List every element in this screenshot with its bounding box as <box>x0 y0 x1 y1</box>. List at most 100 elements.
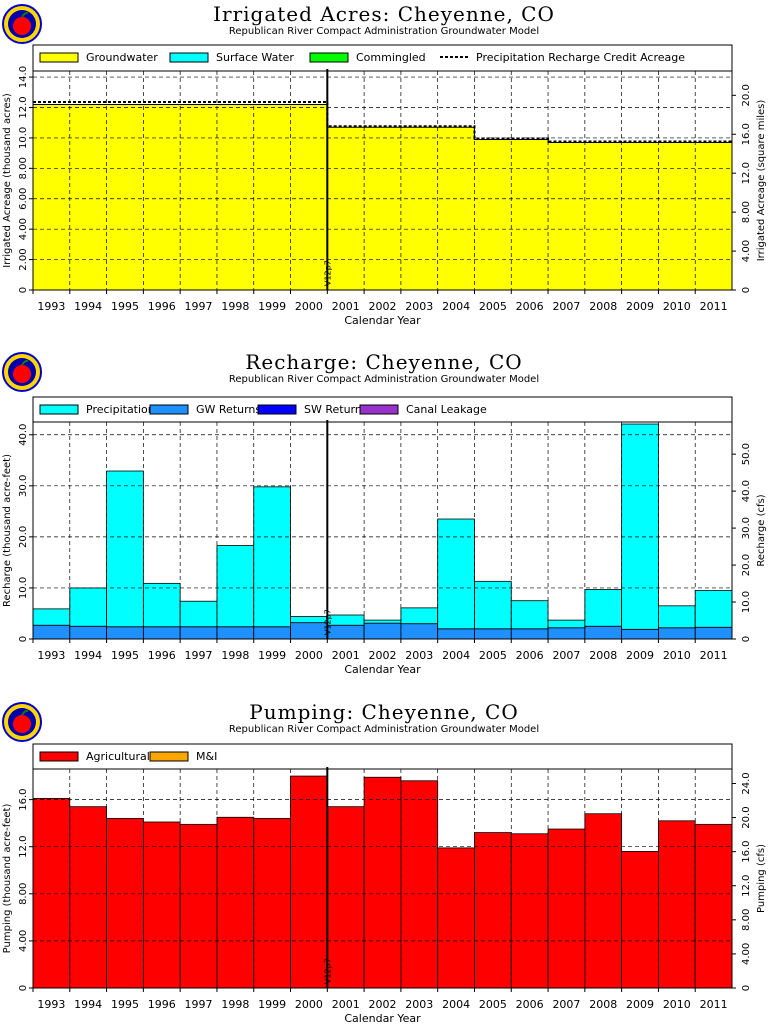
legend-swatch <box>39 751 79 762</box>
y2-tick-label: 30.0 <box>741 517 752 539</box>
x-axis-label: Calendar Year <box>344 314 421 327</box>
bar-groundwater <box>253 104 291 290</box>
y-tick-label: 16.0 <box>18 788 29 810</box>
x-tick-label: 2001 <box>332 300 360 313</box>
y2-axis-label: Recharge (cfs) <box>756 494 767 566</box>
y2-tick-label: 12.0 <box>741 875 752 897</box>
legend-label: Groundwater <box>86 51 158 64</box>
x-tick-label: 2005 <box>479 649 507 662</box>
x-tick-label: 2000 <box>295 649 323 662</box>
x-tick-label: 2010 <box>663 649 691 662</box>
y-axis-label: Irrigated Acreage (thousand acres) <box>2 93 13 268</box>
line-precipitation-recharge-credit <box>33 100 732 143</box>
y-tick-label: 6.00 <box>18 188 29 210</box>
bar-groundwater <box>180 104 217 290</box>
bar-groundwater <box>216 104 254 290</box>
x-tick-label: 2009 <box>626 649 654 662</box>
x-tick-label: 2003 <box>405 998 433 1011</box>
y2-tick-label: 20.0 <box>741 806 752 828</box>
y-tick-label: 30.0 <box>18 475 29 497</box>
x-tick-label: 1995 <box>111 649 139 662</box>
x-tick-label: 1999 <box>258 998 286 1011</box>
bar-precipitation <box>437 518 475 630</box>
y-tick-label: 12.0 <box>18 836 29 858</box>
x-tick-label: 2010 <box>663 998 691 1011</box>
chart-recharge: Precipitation GW Returns SW Returns Canal L… <box>2 396 767 676</box>
x-axis-label: Calendar Year <box>344 663 421 676</box>
bar-agricultural <box>658 820 696 989</box>
y2-axis-label: Irrigated Acreage (square miles) <box>756 100 767 262</box>
legend-swatch <box>169 52 209 63</box>
chart-panel-irrigated: Irrigated Acres: Cheyenne, CO Republican… <box>0 0 768 340</box>
y-tick-label: 0 <box>18 287 29 293</box>
y-tick-label: 4.00 <box>18 930 29 952</box>
plot-frame <box>32 70 733 291</box>
x-tick-label: 2002 <box>369 649 397 662</box>
bar-agricultural <box>326 806 365 989</box>
chart-subtitle: Republican River Compact Administration … <box>228 26 540 37</box>
y-tick-label: 4.00 <box>18 218 29 240</box>
bar-agricultural <box>253 818 291 989</box>
apple-logo-icon <box>2 4 42 44</box>
x-tick-label: 1993 <box>37 998 65 1011</box>
y-tick-label: 2.00 <box>18 248 29 270</box>
bar-agricultural <box>179 823 218 989</box>
chart-subtitle: Republican River Compact Administration … <box>228 374 540 385</box>
x-tick-label: 2008 <box>589 998 617 1011</box>
y2-tick-label: 40.0 <box>741 480 752 502</box>
x-tick-label: 2004 <box>442 649 470 662</box>
chart-irrigated-acres: Groundwater Surface Water Commingled Precip… <box>2 44 767 327</box>
bar-precipitation <box>584 589 623 627</box>
bar-groundwater <box>33 104 70 290</box>
y-axis-label: Pumping (thousand acre-feet) <box>2 804 13 954</box>
bar-groundwater <box>474 139 512 290</box>
x-tick-label: 2003 <box>405 649 433 662</box>
x-tick-label: 1993 <box>37 649 65 662</box>
chart-subtitle: Republican River Compact Administration … <box>228 724 540 735</box>
y2-tick-label: 16.0 <box>741 123 752 145</box>
y2-tick-label: 12.0 <box>741 162 752 184</box>
legend-swatch <box>149 404 189 415</box>
bar-groundwater <box>548 142 585 290</box>
legend-label: GW Returns <box>196 403 261 416</box>
x-tick-label: 1996 <box>148 998 176 1011</box>
x-tick-label: 1999 <box>258 300 286 313</box>
chart-title: Irrigated Acres: Cheyenne, CO <box>213 2 555 26</box>
bar-groundwater <box>511 139 549 290</box>
bar-precipitation <box>621 423 659 630</box>
y-tick-label: 8.00 <box>18 157 29 179</box>
x-tick-label: 2002 <box>369 998 397 1011</box>
bar-precipitation <box>216 545 255 628</box>
bar-groundwater <box>327 127 365 290</box>
y-tick-label: 40.0 <box>18 424 29 446</box>
legend-swatch <box>257 404 297 415</box>
x-axis-label: Calendar Year <box>344 1012 421 1024</box>
x-tick-label: 1995 <box>111 998 139 1011</box>
x-tick-label: 1997 <box>185 649 213 662</box>
x-tick-label: 2006 <box>516 649 544 662</box>
bar-agricultural <box>547 828 586 989</box>
x-tick-label: 2000 <box>295 998 323 1011</box>
bar-groundwater <box>69 104 107 290</box>
x-tick-label: 1994 <box>74 998 102 1011</box>
bar-groundwater <box>290 104 328 290</box>
x-tick-label: 2008 <box>589 649 617 662</box>
y2-tick-label: 20.0 <box>741 554 752 576</box>
y2-tick-label: 16.0 <box>741 841 752 863</box>
bar-groundwater <box>621 142 659 290</box>
legend-label: M&I <box>196 750 217 763</box>
x-tick-label: 1997 <box>185 300 213 313</box>
bar-precipitation <box>694 590 733 628</box>
bar-agricultural <box>694 823 733 989</box>
legend-swatch <box>149 751 189 762</box>
bar-agricultural <box>106 818 144 989</box>
legend-label: Precipitation Recharge Credit Acreage <box>476 51 685 64</box>
bar-agricultural <box>216 816 255 989</box>
chart-pumping: Agricultural M&I V12p7 1993 1994 1995 1996 1997… <box>2 743 767 1024</box>
bar-groundwater <box>584 142 622 290</box>
bar-agricultural <box>290 775 328 989</box>
bar-agricultural <box>363 776 402 989</box>
x-tick-label: 1995 <box>111 300 139 313</box>
legend-box <box>32 44 733 72</box>
